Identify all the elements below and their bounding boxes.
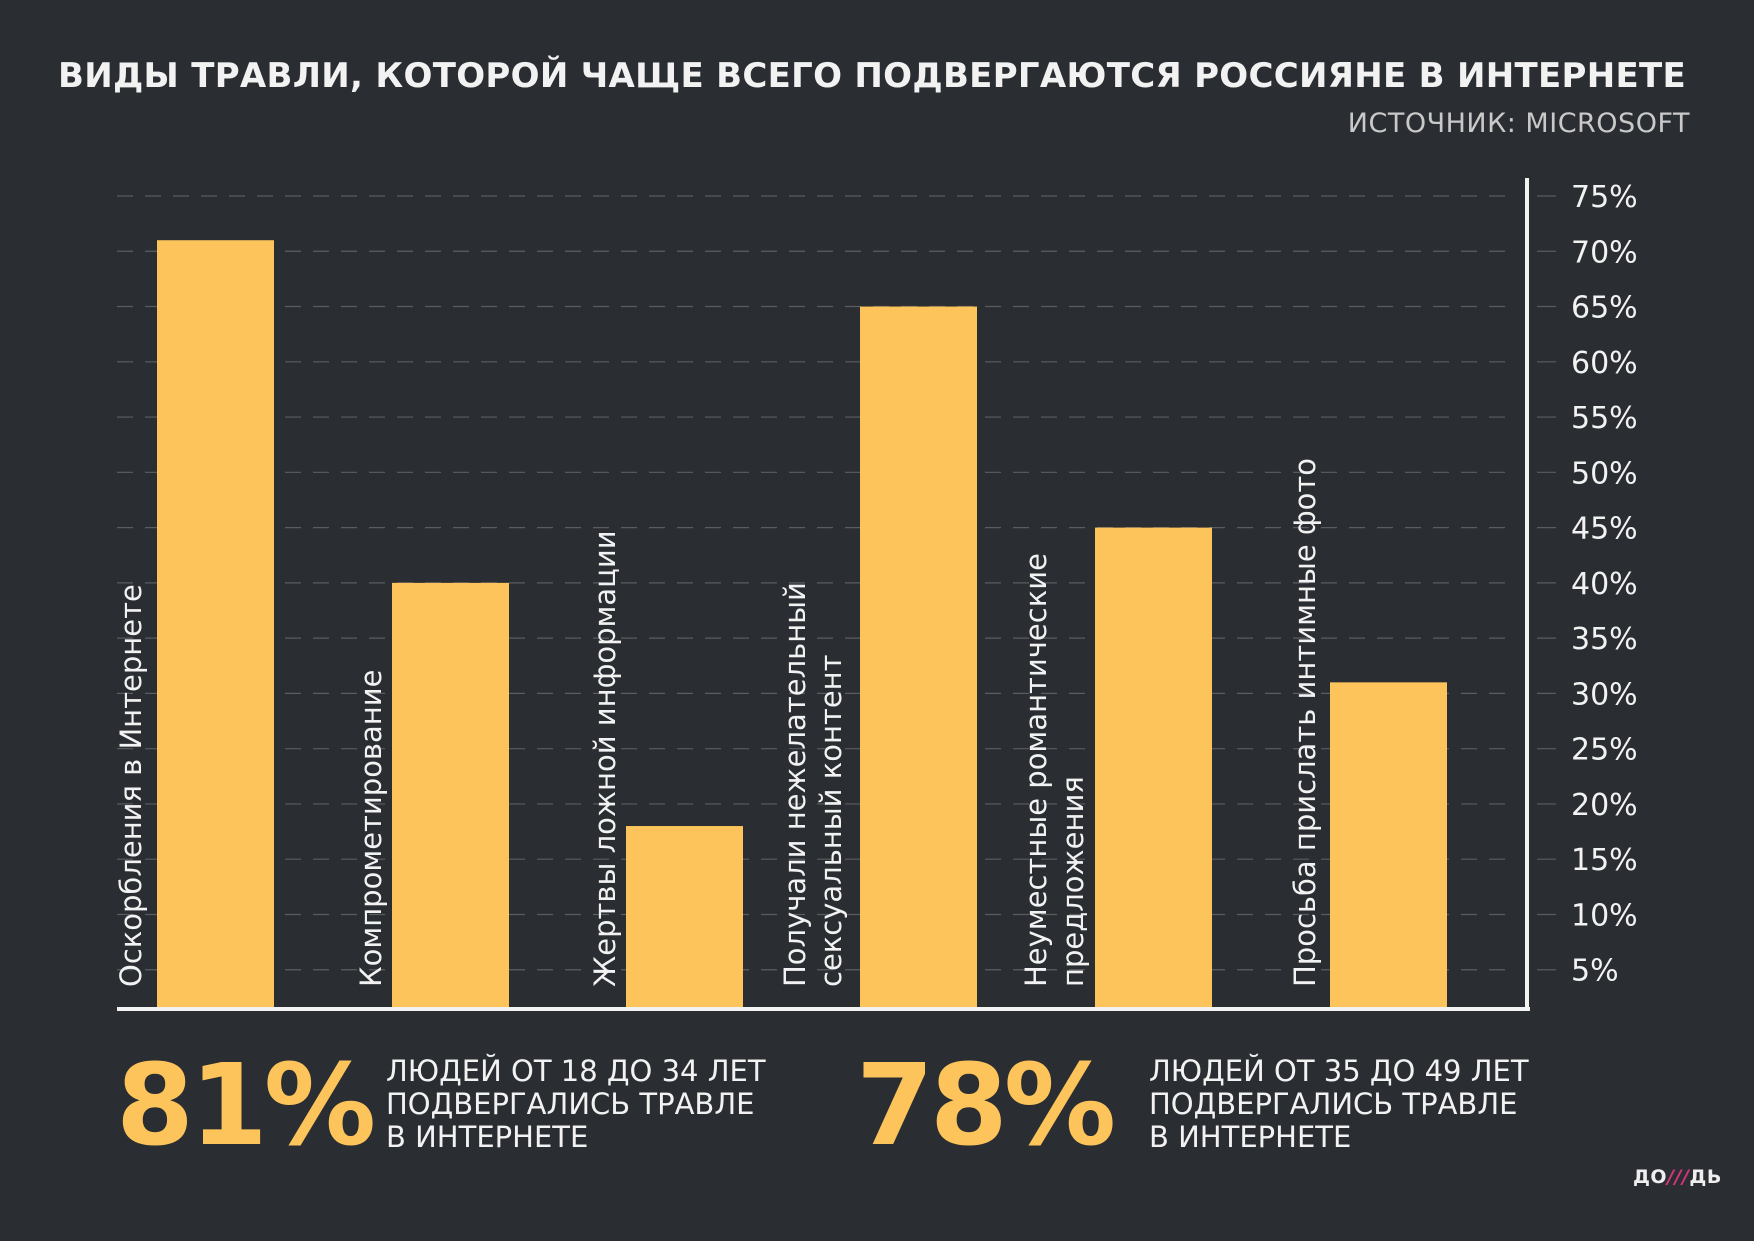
y-tick-label: 25% xyxy=(1571,733,1638,768)
bar xyxy=(392,582,509,1009)
y-tick-label: 20% xyxy=(1571,788,1638,823)
y-tick-label: 75% xyxy=(1571,180,1638,215)
bar xyxy=(157,240,274,1010)
category-label: Компрометирование xyxy=(354,670,388,987)
stat-value-18-34: 81% xyxy=(116,1041,376,1171)
category-label: сексуальный контент xyxy=(814,654,848,987)
y-tick-label: 15% xyxy=(1571,843,1638,878)
category-label: Жертвы ложной информации xyxy=(588,530,622,987)
y-tick-label: 60% xyxy=(1571,346,1638,381)
category-label: Получали нежелательный xyxy=(778,582,812,987)
y-tick-label: 30% xyxy=(1571,677,1638,712)
y-tick-label: 65% xyxy=(1571,291,1638,326)
y-tick-label: 55% xyxy=(1571,401,1638,436)
category-label: предложения xyxy=(1056,776,1090,987)
y-tick-label: 50% xyxy=(1571,456,1638,491)
chart-title: ВИДЫ ТРАВЛИ, КОТОРОЙ ЧАЩЕ ВСЕГО ПОДВЕРГА… xyxy=(58,56,1687,96)
y-tick-label: 70% xyxy=(1571,235,1638,270)
dozhd-logo: ДО///ДЬ xyxy=(1633,1166,1722,1188)
y-tick-label: 40% xyxy=(1571,567,1638,602)
bar xyxy=(860,306,977,1009)
category-label: Неуместные романтические xyxy=(1019,553,1053,987)
stat-text-35-49: ЛЮДЕЙ ОТ 35 ДО 49 ЛЕТ ПОДВЕРГАЛИСЬ ТРАВЛ… xyxy=(1149,1054,1529,1154)
category-label: Оскорбления в Интернете xyxy=(114,584,148,987)
stat-text-18-34: ЛЮДЕЙ ОТ 18 ДО 34 ЛЕТ ПОДВЕРГАЛИСЬ ТРАВЛ… xyxy=(386,1054,766,1154)
chart-source: ИСТОЧНИК: MICROSOFT xyxy=(1347,108,1690,139)
y-tick-label: 45% xyxy=(1571,512,1638,547)
y-tick-label: 5% xyxy=(1571,954,1619,989)
category-label: Просьба прислать интимные фото xyxy=(1288,458,1322,987)
bar xyxy=(626,826,743,1009)
y-tick-label: 35% xyxy=(1571,622,1638,657)
bar xyxy=(1095,527,1212,1009)
stat-value-35-49: 78% xyxy=(856,1041,1116,1171)
bar xyxy=(1330,682,1447,1009)
y-tick-label: 10% xyxy=(1571,898,1638,933)
